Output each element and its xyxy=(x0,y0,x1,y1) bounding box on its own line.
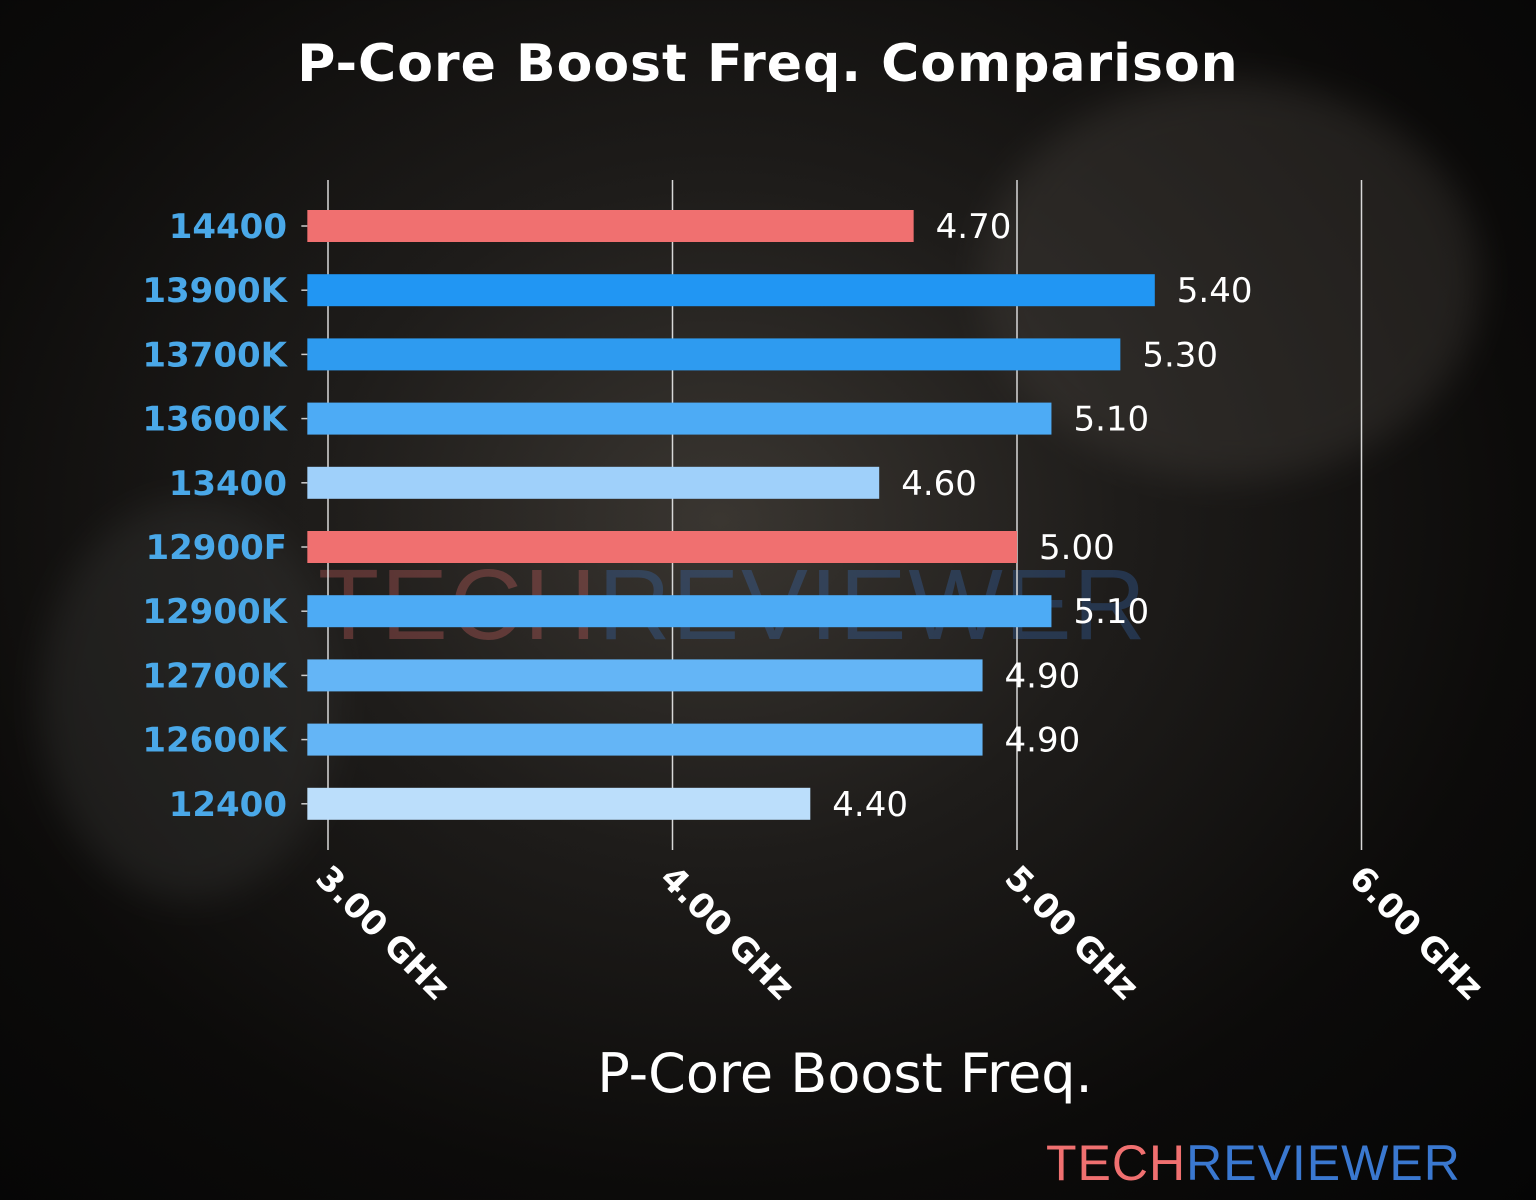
bar xyxy=(307,595,1052,628)
category-label: 13400 xyxy=(169,464,287,504)
bar xyxy=(307,531,1018,563)
data-label: 5.40 xyxy=(1177,271,1253,311)
bar xyxy=(307,402,1052,435)
x-tick-label: 6.00 GHz xyxy=(1341,858,1491,1008)
data-label: 5.00 xyxy=(1039,528,1115,568)
data-label: 4.90 xyxy=(1005,656,1081,696)
x-tick-label: 3.00 GHz xyxy=(308,858,458,1008)
category-label: 12900F xyxy=(145,528,287,568)
bar xyxy=(307,787,811,820)
x-tick-label: 4.00 GHz xyxy=(652,858,802,1008)
category-label: 12600K xyxy=(142,721,288,761)
bar xyxy=(307,659,983,692)
data-label: 5.30 xyxy=(1142,335,1218,375)
bar xyxy=(307,210,914,242)
techreviewer-logo: TECHREVIEWER xyxy=(1046,1135,1461,1191)
category-label: 13700K xyxy=(142,335,288,375)
category-label: 13900K xyxy=(142,271,288,311)
bar xyxy=(307,338,1121,371)
category-label: 14400 xyxy=(169,207,287,247)
x-axis-label: P-Core Boost Freq. xyxy=(597,1042,1093,1105)
bar xyxy=(307,723,983,756)
bar xyxy=(307,466,880,499)
category-label: 12400 xyxy=(169,785,287,825)
data-label: 4.90 xyxy=(1005,721,1081,761)
data-label: 4.70 xyxy=(936,207,1012,247)
data-label: 5.10 xyxy=(1073,592,1149,632)
bar xyxy=(307,274,1155,307)
chart-title: P-Core Boost Freq. Comparison xyxy=(297,34,1239,94)
background-blur xyxy=(40,500,340,900)
x-tick-label: 5.00 GHz xyxy=(997,858,1147,1008)
data-label: 5.10 xyxy=(1073,400,1149,440)
category-label: 12900K xyxy=(142,592,288,632)
data-label: 4.40 xyxy=(832,785,908,825)
category-label: 13600K xyxy=(142,400,288,440)
data-label: 4.60 xyxy=(901,464,977,504)
category-label: 12700K xyxy=(142,656,288,696)
